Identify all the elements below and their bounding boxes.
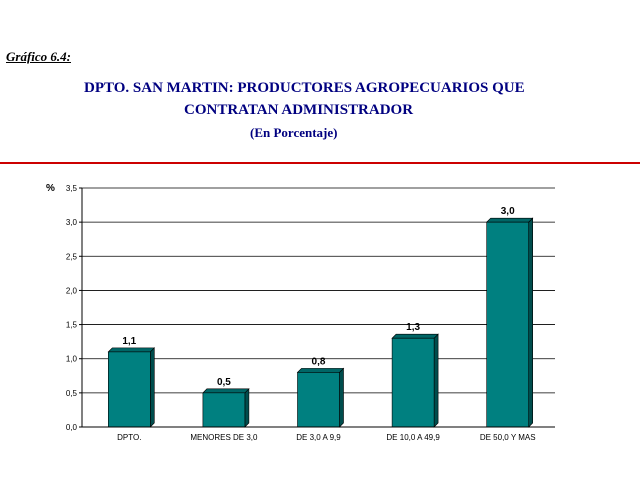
- x-tick-label: DE 10,0 A 49,9: [386, 433, 440, 442]
- figure-label: Gráfico 6.4:: [6, 49, 71, 64]
- bar-side: [150, 347, 155, 428]
- x-tick-label: DPTO.: [117, 433, 141, 442]
- bar-side: [339, 367, 344, 428]
- y-tick-label: 3,5: [66, 184, 78, 193]
- bar-top: [202, 388, 250, 394]
- chart-title-line-1: DPTO. SAN MARTIN: PRODUCTORES AGROPECUAR…: [84, 80, 525, 96]
- y-tick-label: 1,5: [66, 321, 78, 330]
- bar-side: [433, 333, 439, 428]
- x-tick-label: DE 3,0 A 9,9: [296, 433, 341, 442]
- data-label: 3,0: [501, 206, 515, 217]
- bar-top: [391, 333, 439, 339]
- bar-side: [244, 388, 250, 428]
- data-label: 0,5: [217, 377, 231, 388]
- bar-top: [485, 217, 534, 223]
- bar: [391, 337, 435, 428]
- bar-side: [528, 217, 534, 428]
- red-divider: [0, 162, 640, 164]
- y-tick-label: 1,0: [66, 355, 78, 364]
- x-tick-label: DE 50,0 Y MAS: [480, 433, 536, 442]
- bar: [297, 372, 340, 428]
- data-label: 1,3: [406, 322, 420, 333]
- x-tick-label: MENORES DE 3,0: [190, 433, 258, 442]
- chart-subtitle: (En Porcentaje): [250, 125, 338, 140]
- y-tick-label: 3,0: [66, 218, 78, 227]
- y-axis-label: %: [46, 183, 55, 194]
- bars: [107, 217, 534, 428]
- y-tick-label: 0,0: [66, 423, 78, 432]
- x-tick-labels: DPTO. MENORES DE 3,0 DE 3,0 A 9,9 DE 10,0 A…: [117, 433, 535, 442]
- y-tick-label: 2,5: [66, 252, 78, 261]
- bar: [486, 221, 530, 428]
- grid-lines: [82, 187, 555, 394]
- chart-title-line-2: CONTRATAN ADMINISTRADOR: [184, 102, 414, 118]
- bar-top: [107, 347, 156, 353]
- data-labels: 1,1 0,5 0,8 1,3 3,0: [122, 206, 515, 388]
- y-tick-label: 0,5: [66, 389, 78, 398]
- data-label: 0,8: [312, 356, 326, 367]
- bar: [202, 392, 246, 428]
- y-tick-label: 2,0: [66, 286, 78, 295]
- bar: [108, 351, 151, 428]
- y-tick-labels: 0,0 0,5 1,0 1,5 2,0 2,5 3,0 3,5: [66, 184, 82, 432]
- data-label: 1,1: [122, 336, 136, 347]
- bar-top: [296, 368, 345, 373]
- axes: [81, 188, 555, 428]
